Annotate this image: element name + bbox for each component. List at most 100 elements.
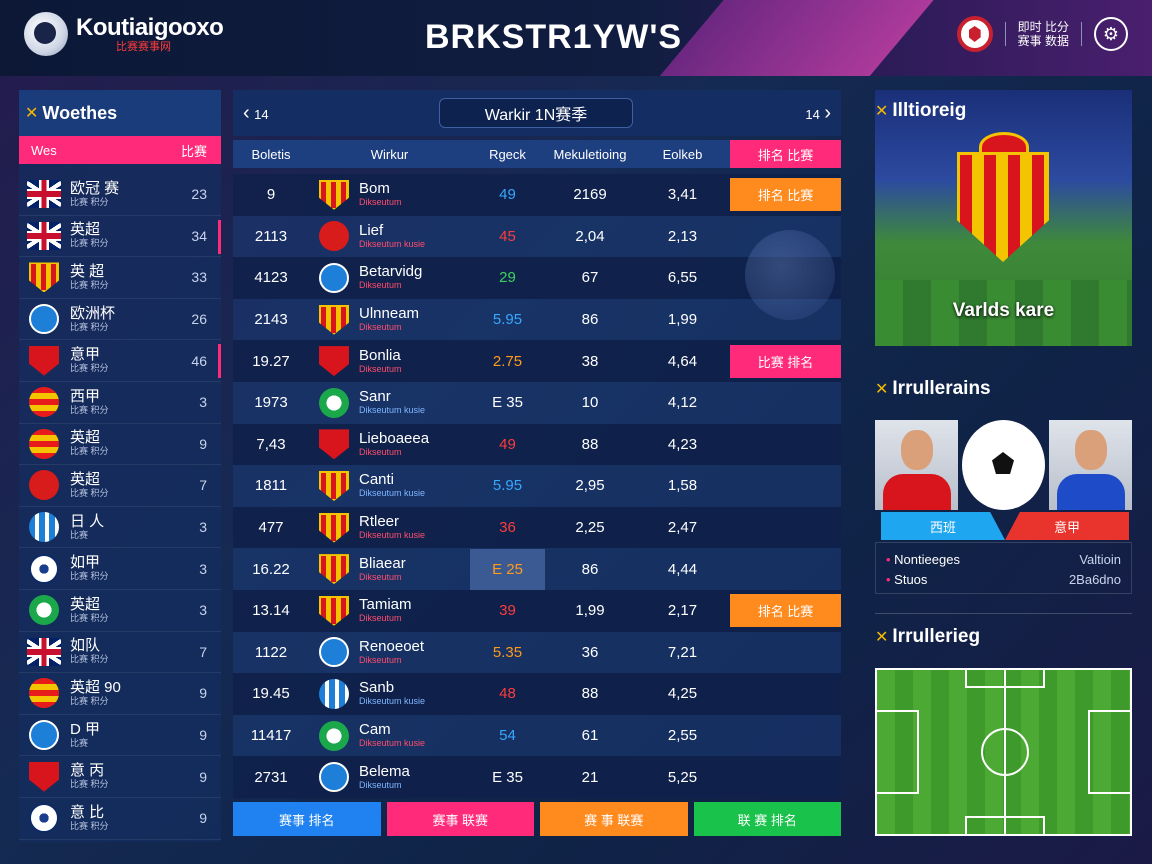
table-row[interactable]: 19.27 Bonlia Dikseutum 2.75 38 4,64 比赛 排名 [233, 340, 841, 382]
goals-cell: 48 [499, 685, 516, 703]
table-row[interactable]: 1811 Canti Dikseutum kusie 5.95 2,95 1,58 [233, 465, 841, 507]
sidebar-item[interactable]: 意 比比赛 积分 9 [19, 798, 221, 840]
sidebar-item-sub: 比赛 积分 [70, 779, 109, 790]
sidebar-item[interactable]: 欧冠 赛比赛 积分 23 [19, 174, 221, 216]
sidebar-item-sub: 比赛 积分 [70, 404, 109, 415]
club-cell: Tamiam Dikseutum [309, 595, 470, 626]
sidebar-item[interactable]: 如甲 比赛 积分 3 [19, 548, 221, 590]
column-header[interactable]: Boletis [251, 146, 291, 162]
league-button[interactable]: 赛事 联赛 [386, 802, 534, 836]
table-row[interactable]: 16.22 Bliaear Dikseutum E 25 86 4,44 [233, 548, 841, 590]
sidebar-tab-left[interactable]: Wes [31, 142, 57, 158]
club-cell: Sanb Dikseutum kusie [309, 678, 470, 709]
prev-round-button[interactable]: ‹ 14 [243, 101, 269, 124]
featured-club-card[interactable]: ✕ Illtioreig Varlds kare [875, 90, 1132, 346]
sidebar-item-sub: 比赛 [70, 529, 89, 540]
pitch-background [875, 280, 1132, 346]
column-header[interactable]: Eolkeb [662, 146, 703, 162]
week-selector[interactable]: Warkir 1N赛季 [439, 98, 633, 128]
table-row[interactable]: 11417 Cam Dikseutum kusie 54 61 2,55 [233, 714, 841, 757]
user-line-2: 赛事 数据 [1017, 34, 1069, 48]
table-row[interactable]: 1973 Sanr Dikseutum kusie E 35 10 4,12 [233, 381, 841, 424]
sidebar-item[interactable]: 日 人比赛 3 [19, 507, 221, 549]
player-stats: Nontieeges Valtioin Stuos 2Ba6dno [875, 542, 1132, 594]
rank-cell: 16.22 [252, 560, 290, 578]
sidebar-item[interactable]: 英超 比赛 积分 34 [19, 216, 221, 258]
club-subtitle: Dikseutum kusie [359, 488, 426, 499]
column-header[interactable]: Wirkur [370, 146, 409, 162]
stat-row[interactable]: Stuos 2Ba6dno [886, 569, 1121, 589]
club-crest-icon [319, 678, 349, 709]
table-row[interactable]: 2143 Ulnneam Dikseutum 5.95 86 1,99 [233, 298, 841, 341]
sidebar-item-label: 日 人 [70, 512, 105, 530]
sidebar-item[interactable]: 英超 比赛 积分 9 [19, 424, 221, 466]
club-name: Renoeoet [359, 637, 425, 655]
rank-tag-button[interactable]: 排名 比赛 [730, 178, 841, 212]
sidebar-item[interactable]: D 甲比赛 9 [19, 715, 221, 757]
club-subtitle: Dikseutum [359, 280, 402, 291]
rank-tag-button[interactable]: 排名 比赛 [730, 594, 841, 628]
table-row[interactable]: 2731 Belema Dikseutum E 35 21 5,25 [233, 756, 841, 798]
sidebar-item-label: 西甲 [70, 387, 101, 405]
sidebar-item-count: 9 [199, 810, 207, 827]
sparkle-icon: ✕ [875, 103, 889, 120]
sidebar-item[interactable]: 欧洲杯 比赛 积分 26 [19, 299, 221, 341]
sidebar-item[interactable]: 英超 比赛 积分 3 [19, 590, 221, 632]
rank-cell: 9 [266, 186, 276, 204]
football-pitch[interactable] [875, 668, 1132, 836]
events-button[interactable]: 赛 事 联赛 [540, 802, 688, 836]
club-cell: Rtleer Dikseutum kusie [309, 512, 470, 543]
table-row[interactable]: 4123 Betarvidg Dikseutum 29 67 6,55 [233, 257, 841, 299]
sidebar-item-count: 46 [191, 352, 207, 369]
club-cell: Betarvidg Dikseutum [309, 262, 470, 293]
sidebar-item[interactable]: 英超 90 比赛 积分 9 [19, 673, 221, 715]
column-header[interactable]: Rgeck [489, 146, 526, 162]
sidebar-item-label: 欧冠 赛 [70, 179, 120, 197]
sidebar-item-count: 3 [199, 519, 207, 536]
logo[interactable]: Koutiaigooxo 比赛赛事网 [24, 12, 224, 56]
sidebar-tab-bar[interactable]: Wes 比赛 [19, 136, 221, 164]
table-row[interactable]: 1122 Renoeoet Dikseutum 5.35 36 7,21 [233, 631, 841, 674]
rank-cell: 1973 [254, 394, 288, 412]
sidebar-item[interactable]: 意甲 比赛 积分 46 [19, 340, 221, 382]
settings-button[interactable]: ⚙ [1094, 17, 1128, 51]
red-shirt [883, 474, 951, 510]
ranking-button[interactable]: 赛事 排名 [233, 802, 381, 836]
feature-label: Varlds kare [952, 300, 1055, 321]
next-round-button[interactable]: 14 › [805, 101, 831, 124]
club-subtitle: Dikseutum kusie [359, 696, 426, 707]
league-ranking-button[interactable]: 联 赛 排名 [693, 802, 841, 836]
user-menu[interactable]: 即时 比分 赛事 数据 [1018, 20, 1069, 48]
player-tab-left[interactable]: 西班 [881, 512, 1005, 540]
sidebar-item[interactable]: 英超 比赛 积分 7 [19, 465, 221, 507]
column-header[interactable]: Mekuletioing [553, 146, 627, 162]
table-row[interactable]: 9 Bom Dikseutum 49 2169 3,41 排名 比赛 [233, 174, 841, 216]
settings-icon: ⚙ [1102, 23, 1120, 44]
table-row[interactable]: 7,43 Lieboaeea Dikseutum 49 88 4,23 [233, 423, 841, 466]
players-title: ✕ Irrullerains [875, 378, 991, 399]
stat-row[interactable]: Nontieeges Valtioin [886, 549, 1121, 569]
table-row[interactable]: 477 Rtleer Dikseutum kusie 36 2,25 2,47 [233, 506, 841, 549]
odds-cell: 4,44 [667, 560, 698, 578]
sidebar-item[interactable]: 英 超比赛 积分 33 [19, 257, 221, 299]
club-name: Cam [359, 721, 391, 739]
table-row[interactable]: 2113 Lief Dikseutum kusie 45 2,04 2,13 [233, 215, 841, 258]
sidebar-item[interactable]: 如队 比赛 积分 7 [19, 632, 221, 674]
sidebar-tab-right[interactable]: 比赛 [180, 143, 207, 159]
sidebar-item[interactable]: 意 丙比赛 积分 9 [19, 756, 221, 798]
player-photo[interactable] [875, 420, 958, 510]
rank-tag-button[interactable]: 比赛 排名 [730, 344, 841, 378]
sidebar-item-count: 9 [199, 435, 207, 452]
club-badge-icon[interactable] [956, 16, 993, 52]
column-header-rank[interactable]: 排名 比赛 [730, 140, 841, 168]
odds-cell: 2,13 [667, 227, 698, 245]
sidebar-item[interactable]: 西甲 比赛 积分 3 [19, 382, 221, 424]
ball-club-icon [29, 803, 59, 834]
table-row[interactable]: 13.14 Tamiam Dikseutum 39 1,99 2,17 排名 比赛 [233, 589, 841, 632]
player-tab-right[interactable]: 意甲 [1005, 512, 1129, 540]
player-photo[interactable] [1049, 420, 1132, 510]
sidebar-item-sub: 比赛 积分 [70, 612, 109, 623]
team-list: 欧冠 赛比赛 积分 23 英超 比赛 积分 34 英 超比赛 积分 33 欧洲杯 比赛 积分 26… [19, 174, 221, 840]
table-row[interactable]: 19.45 Sanb Dikseutum kusie 48 88 4,25 [233, 673, 841, 715]
points-cell: 2169 [573, 186, 607, 204]
